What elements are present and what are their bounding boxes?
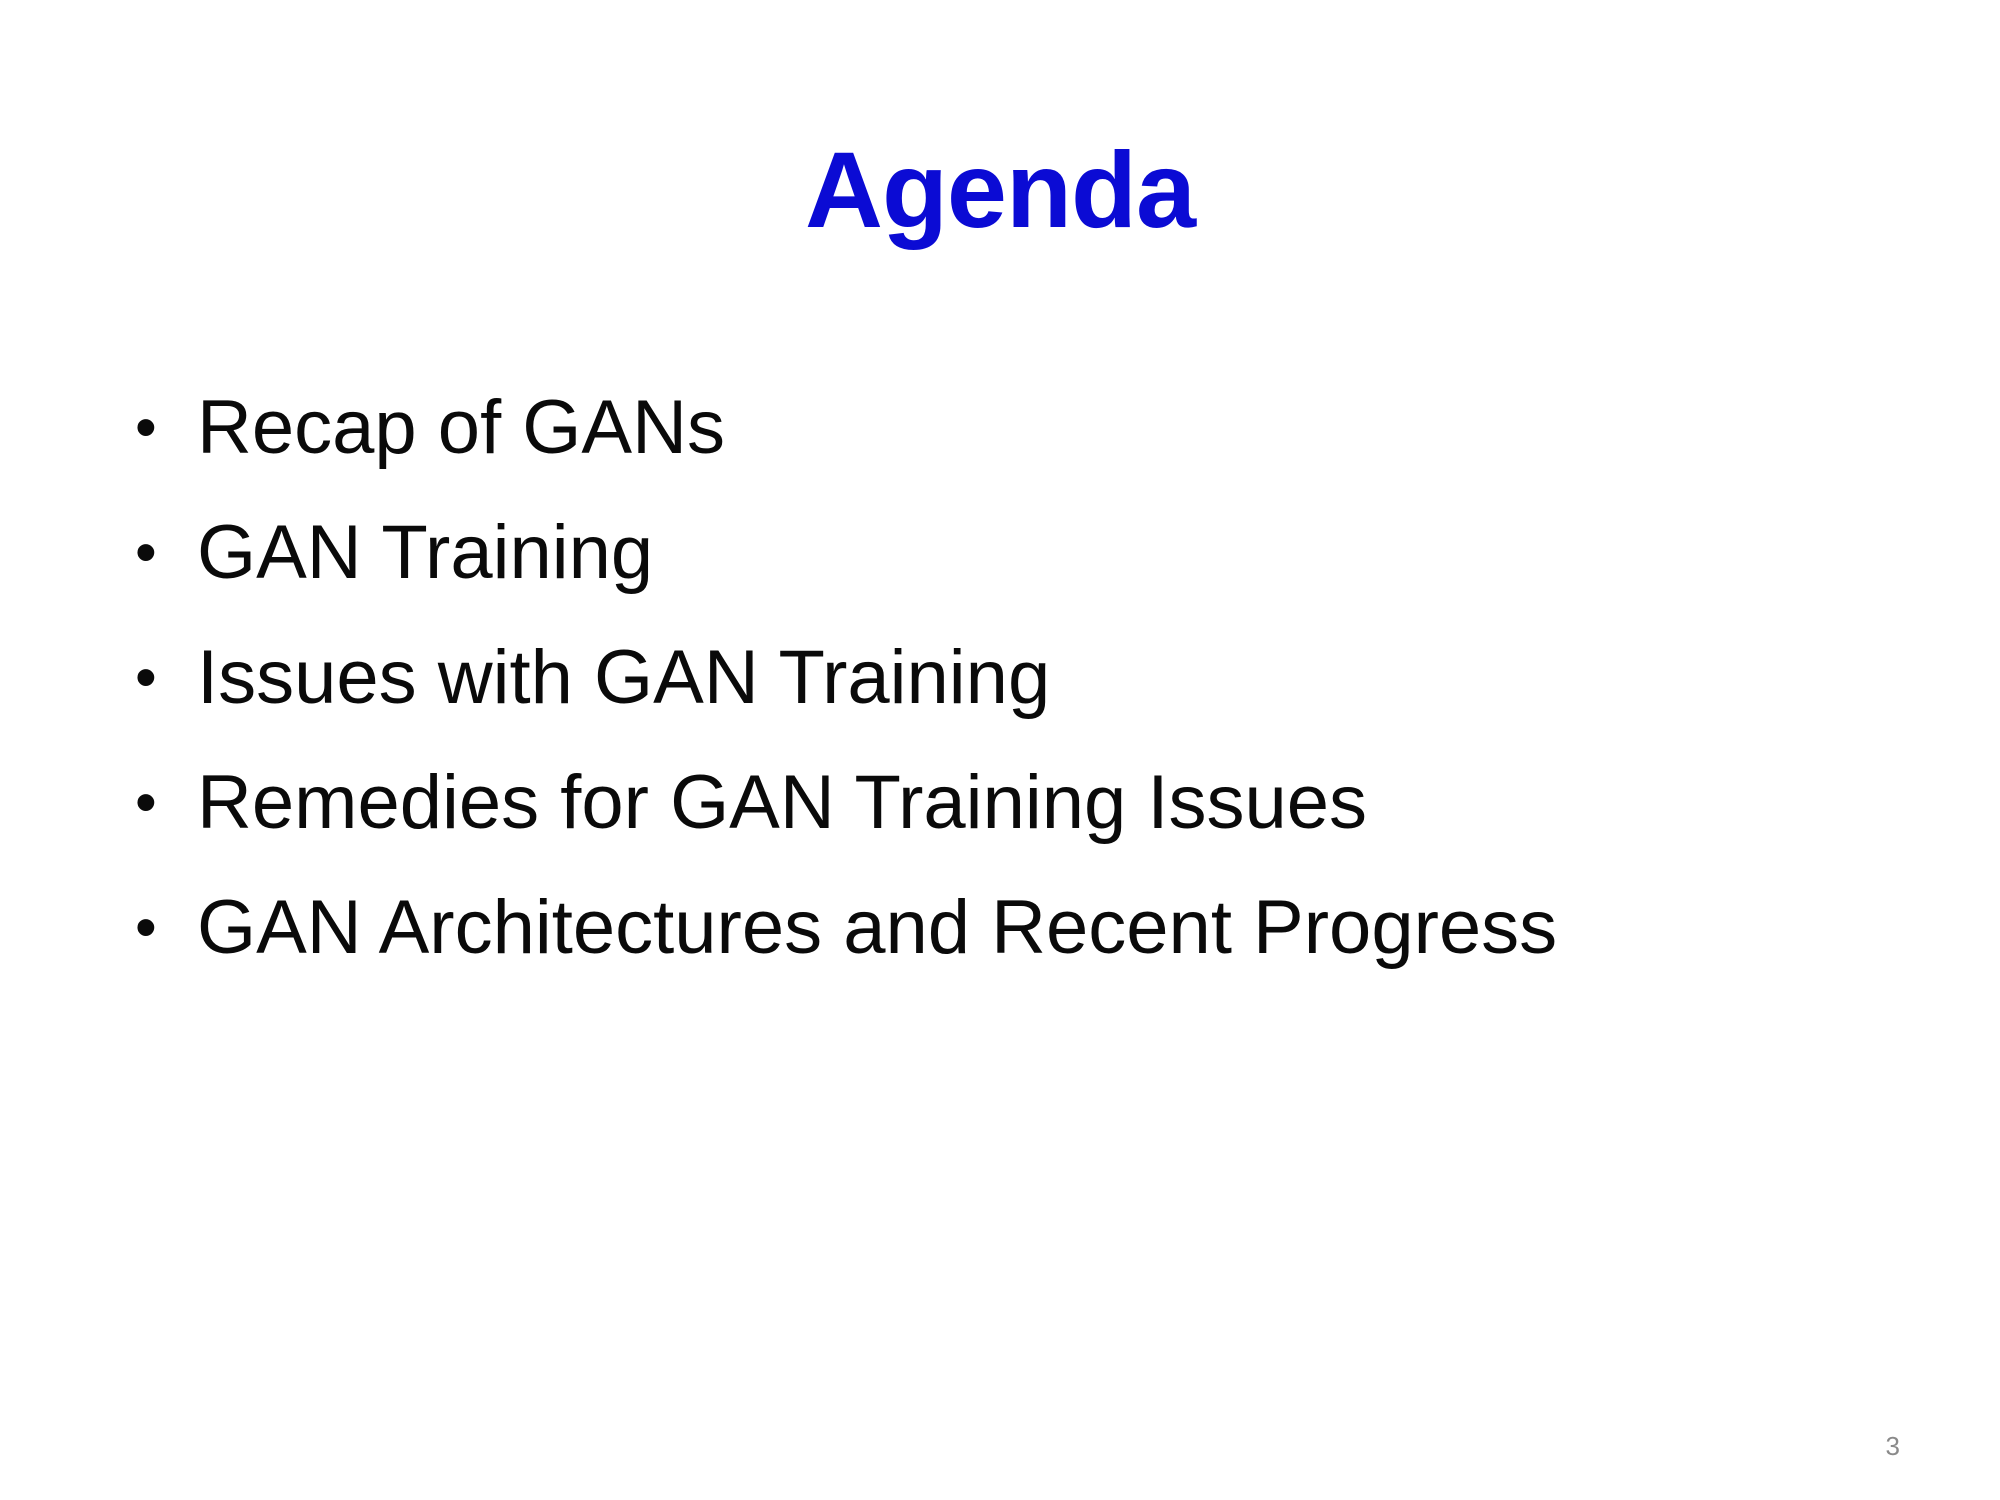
agenda-item-text: GAN Training [197,510,654,595]
bullet-icon: • [135,642,157,712]
agenda-item-text: Remedies for GAN Training Issues [197,760,1368,845]
agenda-item-issues: • Issues with GAN Training [135,615,1557,740]
bullet-icon: • [135,517,157,587]
agenda-list: • Recap of GANs • GAN Training • Issues … [135,365,1557,990]
bullet-icon: • [135,392,157,462]
agenda-item-text: Recap of GANs [197,385,725,470]
agenda-item-text: GAN Architectures and Recent Progress [197,885,1558,970]
agenda-item-remedies: • Remedies for GAN Training Issues [135,740,1557,865]
page-number: 3 [1885,1431,1900,1461]
agenda-item-gan-training: • GAN Training [135,490,1557,615]
agenda-item-architectures: • GAN Architectures and Recent Progress [135,865,1557,990]
bullet-icon: • [135,767,157,837]
agenda-item-recap: • Recap of GANs [135,365,1557,490]
slide-title: Agenda [804,129,1196,250]
bullet-icon: • [135,892,157,962]
agenda-item-text: Issues with GAN Training [197,635,1051,720]
